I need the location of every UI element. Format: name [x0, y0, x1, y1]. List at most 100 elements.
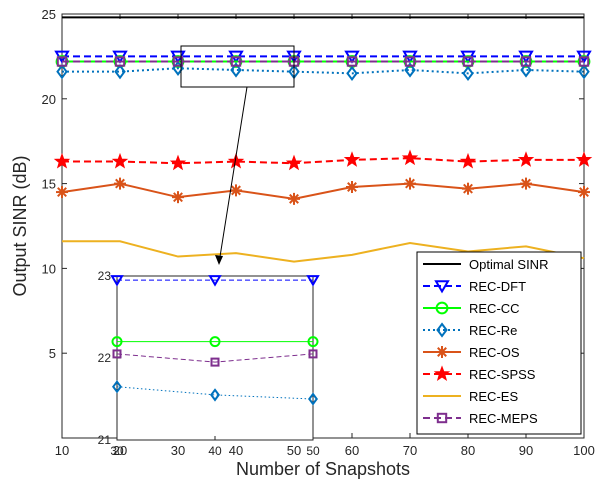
inset-data-point — [112, 349, 122, 359]
y-tick-label: 5 — [49, 346, 56, 361]
series-rec-spss — [53, 149, 593, 171]
legend-label: Optimal SINR — [469, 257, 548, 272]
data-point — [459, 152, 477, 169]
data-point — [56, 56, 68, 67]
inset-data-point — [308, 349, 318, 359]
inset-series-rec-re — [112, 380, 318, 406]
x-tick-label: 20 — [113, 443, 127, 458]
series-line — [61, 182, 585, 200]
legend-entry: REC-CC — [423, 301, 520, 316]
data-point — [578, 63, 590, 80]
data-point — [288, 192, 300, 205]
legend-label: REC-DFT — [469, 279, 526, 294]
data-point — [172, 191, 184, 204]
legend-label: REC-ES — [469, 389, 518, 404]
x-tick-label: 10 — [55, 443, 69, 458]
data-point — [111, 152, 129, 169]
legend-label: REC-Re — [469, 323, 517, 338]
inset-x-tick-label: 30 — [110, 444, 124, 458]
x-tick-label: 100 — [573, 443, 595, 458]
legend-marker — [436, 346, 448, 358]
data-point — [575, 151, 593, 167]
inset-data-point — [210, 388, 220, 402]
inset-data-point — [111, 336, 123, 348]
data-point — [56, 186, 68, 199]
legend-label: REC-SPSS — [469, 367, 536, 382]
data-point — [462, 65, 474, 82]
data-point — [56, 63, 68, 80]
inset-data-point — [208, 275, 222, 287]
data-point — [346, 56, 358, 67]
legend-entry: REC-SPSS — [423, 365, 536, 382]
y-tick-label: 25 — [42, 7, 56, 22]
y-tick-label: 20 — [42, 92, 56, 107]
legend-entry: REC-MEPS — [423, 411, 538, 426]
inset-series-rec-meps — [112, 349, 318, 367]
legend-entry: Optimal SINR — [423, 257, 548, 272]
x-tick-label: 90 — [519, 443, 533, 458]
data-point — [169, 154, 187, 171]
data-point — [519, 55, 533, 68]
x-tick-label: 60 — [345, 443, 359, 458]
x-tick-label: 70 — [403, 443, 417, 458]
data-point — [346, 65, 358, 82]
series-line — [62, 240, 585, 263]
inset-data-point — [209, 336, 221, 348]
data-point — [520, 62, 532, 78]
data-point — [230, 56, 242, 67]
data-point — [401, 149, 419, 166]
data-point — [462, 182, 474, 195]
data-point — [114, 63, 126, 80]
inset-y-tick-label: 23 — [98, 269, 112, 283]
inset-group: 30 40 50 21 22 23 — [98, 269, 320, 458]
legend-label: REC-MEPS — [469, 411, 538, 426]
data-point — [53, 152, 71, 169]
x-tick-label: 80 — [461, 443, 475, 458]
data-point — [517, 151, 535, 167]
y-axis-label: Output SINR (dB) — [10, 155, 30, 296]
legend-marker — [434, 280, 450, 294]
x-axis-ticks: 10 20 30 40 50 60 70 80 90 100 — [55, 14, 595, 458]
series-group — [53, 16, 593, 263]
legend-entry: REC-OS — [423, 345, 520, 360]
legend-entry: REC-DFT — [423, 279, 526, 294]
inset-data-point — [210, 357, 220, 367]
inset-series-line — [116, 353, 314, 363]
data-point — [227, 152, 245, 169]
legend-marker — [435, 301, 449, 315]
legend-box — [416, 251, 582, 435]
inset-series-line — [116, 386, 314, 400]
data-point — [520, 177, 532, 190]
series-rec-es — [62, 240, 585, 263]
data-point — [404, 56, 416, 67]
y-tick-label: 10 — [42, 261, 56, 276]
inset-data-point — [306, 275, 320, 287]
legend-label: REC-CC — [469, 301, 520, 316]
data-point — [578, 56, 590, 67]
data-point — [462, 56, 474, 67]
inset-series-rec-cc — [111, 336, 319, 348]
legend-marker — [433, 365, 451, 381]
legend-marker — [436, 412, 448, 424]
data-point — [114, 56, 126, 67]
x-tick-label: 50 — [287, 443, 301, 458]
legend-entry: REC-ES — [423, 389, 518, 404]
series-rec-meps — [56, 56, 590, 67]
data-point — [404, 177, 416, 190]
inset-data-point — [308, 392, 318, 406]
data-point — [520, 56, 532, 67]
data-point — [343, 151, 361, 167]
data-point — [578, 186, 590, 199]
inset-x-tick-label: 50 — [306, 444, 320, 458]
x-tick-label: 40 — [229, 443, 243, 458]
data-point — [230, 184, 242, 197]
legend-marker — [436, 322, 448, 338]
series-line — [62, 67, 585, 75]
data-point — [285, 154, 303, 171]
data-point — [346, 180, 358, 193]
inset-x-tick-label: 40 — [208, 444, 222, 458]
inset-series-rec-dft — [110, 275, 320, 287]
zoom-arrow — [218, 86, 248, 264]
inset-y-tick-label: 21 — [98, 433, 112, 447]
